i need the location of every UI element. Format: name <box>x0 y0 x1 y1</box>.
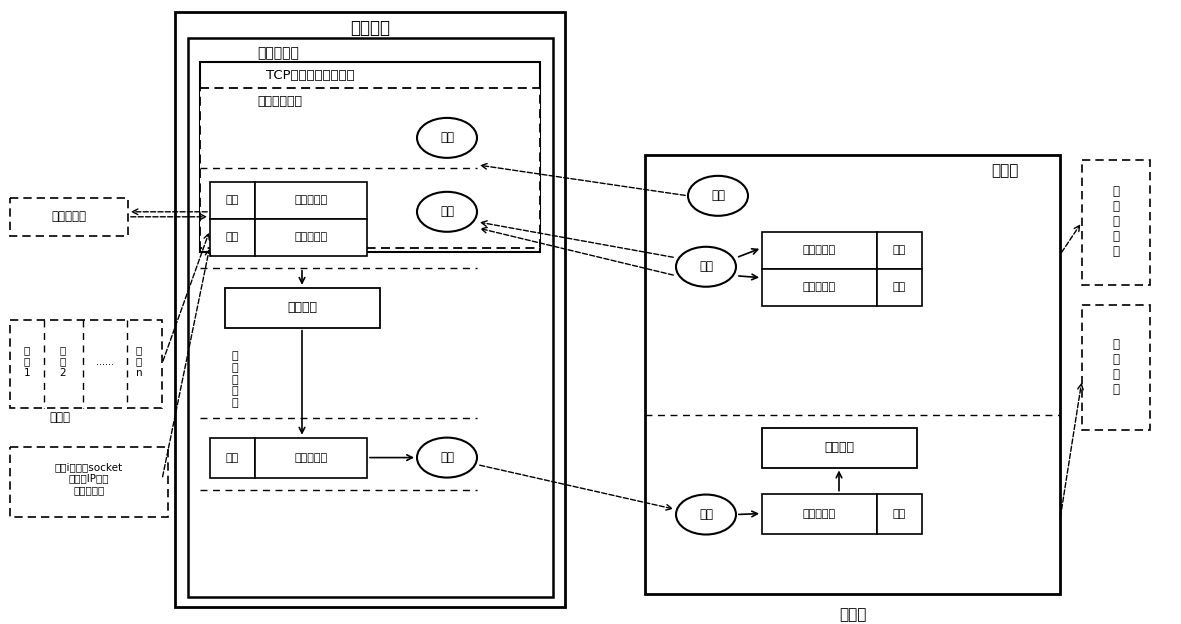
Text: 客户端: 客户端 <box>991 163 1019 178</box>
Text: 封装: 封装 <box>226 452 239 462</box>
Bar <box>1082 160 1150 285</box>
Text: 封装: 封装 <box>893 245 906 255</box>
Text: 封装: 封装 <box>893 282 906 292</box>
Text: 通信接口线程: 通信接口线程 <box>257 95 302 109</box>
Text: 连接i包括了socket
客户端IP地址
消息序列号: 连接i包括了socket 客户端IP地址 消息序列号 <box>56 462 123 495</box>
Bar <box>9 198 128 236</box>
Bar <box>255 219 367 256</box>
Ellipse shape <box>676 246 736 287</box>
Bar <box>9 447 168 517</box>
Text: TCP服务端、完成端口: TCP服务端、完成端口 <box>266 69 354 82</box>
Bar <box>877 232 922 269</box>
Text: 客户机: 客户机 <box>839 607 866 622</box>
Bar <box>645 155 1061 595</box>
Bar <box>188 38 553 597</box>
Ellipse shape <box>417 118 477 158</box>
Text: 消
息
序
列
号: 消 息 序 列 号 <box>231 351 239 408</box>
Text: 主工作线程: 主工作线程 <box>257 46 299 60</box>
Bar <box>226 288 380 328</box>
Text: 返回数据包: 返回数据包 <box>294 452 327 462</box>
Bar <box>877 269 922 306</box>
Text: 连
接
2: 连 接 2 <box>60 345 66 378</box>
Text: 认证数据包: 认证数据包 <box>803 245 836 255</box>
Bar <box>762 232 877 269</box>
Text: 连接池: 连接池 <box>50 411 71 424</box>
Bar <box>762 269 877 306</box>
Text: 验证: 验证 <box>226 195 239 205</box>
Text: 连接: 连接 <box>711 189 725 202</box>
Text: 通信字符串: 通信字符串 <box>52 210 86 223</box>
Text: 连
接
n: 连 接 n <box>136 345 143 378</box>
Bar <box>877 494 922 534</box>
Bar <box>210 219 255 256</box>
Text: 确认处理: 确认处理 <box>824 441 854 454</box>
Text: 连接: 连接 <box>441 132 454 144</box>
Bar <box>9 319 162 407</box>
Text: 接收: 接收 <box>441 205 454 218</box>
Text: 认证数据包: 认证数据包 <box>294 195 327 205</box>
Bar <box>175 12 565 607</box>
Bar <box>1082 305 1150 429</box>
Text: ......: ...... <box>96 357 115 367</box>
Ellipse shape <box>417 192 477 232</box>
Text: 请求数据包: 请求数据包 <box>294 232 327 242</box>
Text: 服务代理: 服务代理 <box>350 19 390 37</box>
Ellipse shape <box>676 495 736 535</box>
Bar <box>255 182 367 219</box>
Text: 接收: 接收 <box>699 508 713 521</box>
Text: 响应处理: 响应处理 <box>287 301 317 314</box>
Bar <box>255 437 367 477</box>
Ellipse shape <box>689 176 748 216</box>
Text: 验证: 验证 <box>893 509 906 519</box>
Text: 返回: 返回 <box>441 451 454 464</box>
Text: 发送: 发送 <box>699 260 713 273</box>
Text: 通
信
字
符
串: 通 信 字 符 串 <box>1113 185 1120 258</box>
Bar <box>210 437 255 477</box>
Text: 返回数据包: 返回数据包 <box>803 509 836 519</box>
Text: 连
接
1: 连 接 1 <box>24 345 31 378</box>
Text: 连
接
变
量: 连 接 变 量 <box>1113 338 1120 396</box>
Bar <box>200 88 540 248</box>
Bar <box>762 427 916 467</box>
Bar <box>200 62 540 251</box>
Text: 验证: 验证 <box>226 232 239 242</box>
Ellipse shape <box>417 437 477 477</box>
Text: 请求数据包: 请求数据包 <box>803 282 836 292</box>
Bar <box>210 182 255 219</box>
Bar <box>762 494 877 534</box>
